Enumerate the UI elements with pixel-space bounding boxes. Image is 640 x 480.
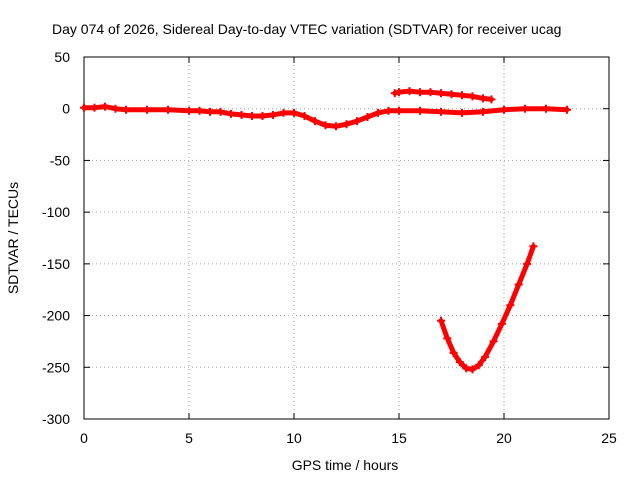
data-point [426,88,435,97]
data-point [437,316,445,325]
data-point [195,106,204,115]
data-point [521,104,529,113]
y-tick-label: 50 [54,49,70,65]
data-point [111,104,120,113]
data-point [258,111,267,120]
data-point [206,107,214,116]
plot-frame [83,56,610,420]
data-point [506,301,515,310]
series-lower-arc [437,242,538,374]
data-point [474,361,483,370]
data-point [395,106,403,115]
grid [84,57,609,419]
y-tick-label: -100 [42,204,70,220]
data-point [332,122,340,131]
data-point [563,105,571,114]
data-point [395,88,403,97]
data-point [416,88,424,97]
data-point [437,89,445,98]
data-point [101,102,109,111]
data-point [479,107,487,116]
data-point [353,117,361,126]
data-point [405,87,414,96]
data-point [468,92,477,101]
data-point [529,242,538,251]
data-point [164,105,172,114]
data-point [342,120,351,129]
series-main [80,102,571,131]
y-tick-label: 0 [62,101,70,117]
y-tick-label: -150 [42,256,70,272]
data-point [458,108,466,117]
data-point [514,280,523,289]
data-point [489,337,498,346]
x-tick-label: 25 [601,430,617,446]
y-tick-label: -200 [42,308,70,324]
x-tick-label: 0 [80,430,88,446]
data-point [455,358,464,367]
data-point [443,334,452,343]
data-point [481,352,490,361]
data-point [523,259,532,268]
data-point [384,106,393,115]
x-axis-title: GPS time / hours [292,457,399,473]
data-point [542,104,550,113]
data-point [449,348,458,357]
y-tick-label: -250 [42,359,70,375]
data-point [122,105,130,114]
data-point [497,319,506,328]
data-point [374,108,382,117]
y-axis-title: SDTVAR / TECUs [5,182,21,294]
y-tick-label: -50 [50,152,70,168]
data-point [269,110,277,119]
x-tick-label: 10 [286,430,302,446]
y-tick-label: -300 [42,411,70,427]
series-upper-arc [390,87,496,104]
data-point [300,111,309,120]
x-tick-label: 20 [496,430,512,446]
data-point [363,112,372,121]
x-tick-label: 15 [391,430,407,446]
data-point [437,107,445,116]
data-point [237,110,246,119]
data-point [90,103,99,112]
data-point [80,103,88,112]
data-point [311,117,319,126]
series-layer [80,87,571,374]
series-line [438,243,536,372]
y-tick-labels: -300 -250 -200 -150 -100 -50 0 50 [42,49,70,427]
data-point [279,108,288,117]
data-point [227,109,235,118]
data-point [216,107,225,116]
data-point [458,91,466,100]
data-point [321,121,330,130]
data-point [479,94,487,103]
data-point [143,105,151,114]
data-point [462,364,471,373]
data-point [290,108,298,117]
data-point [487,95,496,104]
x-tick-labels: 0 5 10 15 20 25 [80,430,617,446]
data-point [416,106,424,115]
data-point [500,105,508,114]
data-point [468,365,477,374]
x-tick-label: 5 [185,430,193,446]
data-point [447,90,456,99]
data-point [185,106,193,115]
chart-title: Day 074 of 2026, Sidereal Day-to-day VTE… [52,21,561,37]
data-point [390,89,399,98]
data-point [248,111,256,120]
